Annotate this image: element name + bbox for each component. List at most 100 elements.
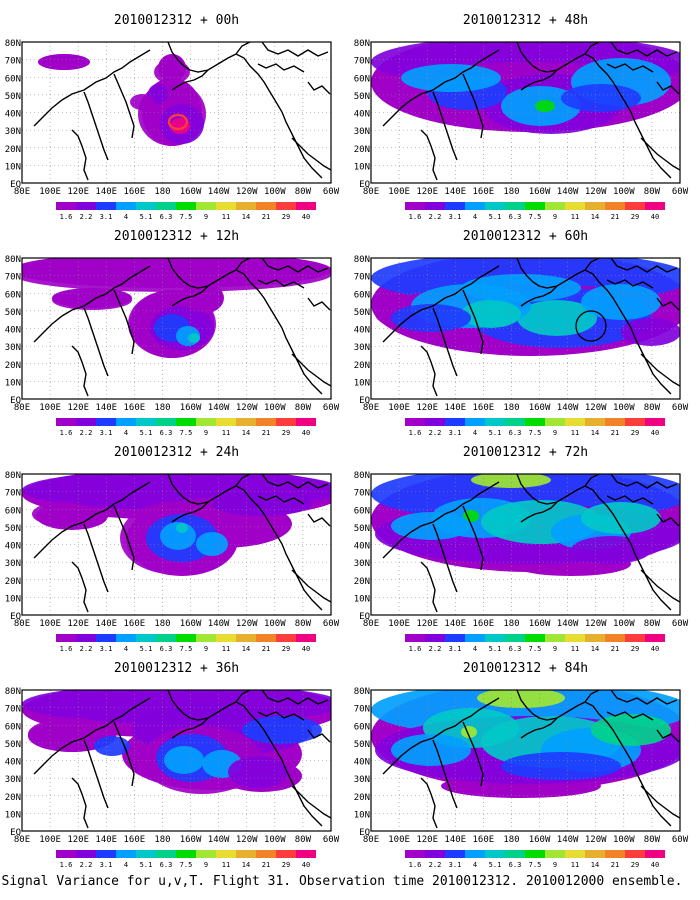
variance-contour: [391, 304, 471, 332]
lat-label: EQ: [359, 180, 370, 190]
lat-label: 60N: [354, 506, 370, 516]
lat-label: 80N: [354, 255, 370, 265]
colorbar-label: 9: [553, 861, 557, 869]
colorbar-label: 2.2: [429, 861, 442, 869]
colorbar-swatch: [296, 418, 316, 426]
colorbar-swatch: [605, 850, 625, 858]
lon-label: 180: [503, 835, 519, 845]
colorbar-swatch: [625, 202, 645, 210]
lat-label: EQ: [359, 612, 370, 622]
lon-label: 180: [154, 403, 170, 413]
colorbar-label: 5.1: [140, 429, 153, 437]
colorbar-swatch: [465, 634, 485, 642]
lat-label: 20N: [354, 577, 370, 587]
colorbar-label: 21: [611, 645, 619, 653]
colorbar-swatch: [425, 634, 445, 642]
colorbar-swatch: [625, 850, 645, 858]
variance-contour: [228, 756, 288, 788]
lon-label: 120W: [585, 403, 607, 413]
map-panel-p00: 2010012312 + 00h 80N 70N 60N 50N 40N 30N 20N 10N…: [5, 13, 340, 221]
colorbar-swatch: [176, 418, 196, 426]
lat-label: 30N: [354, 127, 370, 137]
colorbar-swatch: [296, 202, 316, 210]
colorbar-label: 2.2: [80, 645, 93, 653]
colorbar-label: 6.3: [160, 213, 173, 221]
lon-label: 120E: [67, 835, 89, 845]
lat-label: 30N: [354, 559, 370, 569]
colorbar-label: 14: [242, 429, 250, 437]
colorbar-label: 9: [204, 429, 208, 437]
map-area: [371, 42, 680, 183]
lon-label: 160W: [180, 403, 202, 413]
lat-label: 40N: [5, 326, 21, 336]
colorbar-label: 1.6: [60, 861, 73, 869]
lon-label: 60W: [323, 835, 340, 845]
lon-label: 80W: [644, 403, 661, 413]
colorbar-label: 40: [651, 645, 659, 653]
colorbar-swatch: [196, 202, 216, 210]
colorbar-swatch: [216, 202, 236, 210]
colorbar-swatch: [525, 850, 545, 858]
lat-label: 50N: [5, 92, 21, 102]
coastlines: [382, 42, 680, 181]
colorbar-swatch: [216, 634, 236, 642]
lon-label: 120W: [236, 403, 258, 413]
lat-label: 50N: [354, 92, 370, 102]
map-area: [22, 690, 331, 831]
colorbar-label: 7.5: [529, 645, 542, 653]
lat-label: 70N: [5, 273, 21, 283]
lon-label: 100W: [264, 403, 286, 413]
colorbar-label: 29: [631, 645, 639, 653]
lon-label: 140E: [95, 187, 117, 197]
lat-label: 40N: [5, 758, 21, 768]
variance-contour: [501, 752, 621, 780]
lon-label: 80E: [363, 403, 379, 413]
colorbar-label: 3.1: [449, 861, 462, 869]
lon-label: 120W: [585, 835, 607, 845]
lat-label: 20N: [5, 361, 21, 371]
colorbar-swatch: [76, 850, 96, 858]
colorbar-swatch: [156, 202, 176, 210]
lon-label: 140E: [444, 835, 466, 845]
lat-label: 20N: [5, 577, 21, 587]
colorbar-label: 11: [222, 429, 230, 437]
colorbar-label: 4: [124, 213, 128, 221]
colorbar-swatch: [525, 202, 545, 210]
colorbar-label: 6.3: [509, 429, 522, 437]
lat-label: 20N: [354, 361, 370, 371]
colorbar-swatch: [545, 418, 565, 426]
colorbar: 1.6 2.2 3.1 4 5.1 6.3 7.5 9 11 14 21 29 40: [56, 634, 316, 653]
map-area: [371, 258, 680, 399]
lat-label: 30N: [5, 775, 21, 785]
colorbar-label: 4: [124, 429, 128, 437]
colorbar-label: 4: [473, 213, 477, 221]
lat-label: 10N: [354, 378, 370, 388]
lon-label: 80E: [363, 187, 379, 197]
colorbar-swatch: [425, 850, 445, 858]
colorbar-label: 21: [262, 213, 270, 221]
lat-label: 10N: [354, 162, 370, 172]
colorbar-label: 7.5: [529, 429, 542, 437]
lon-label: 140W: [557, 403, 579, 413]
variance-contour: [391, 512, 471, 540]
panel-title: 2010012312 + 12h: [114, 229, 239, 244]
lon-label: 60W: [672, 619, 689, 629]
colorbar-swatch: [256, 634, 276, 642]
variance-contour: [164, 746, 204, 774]
colorbar-label: 11: [571, 213, 579, 221]
colorbar-label: 3.1: [100, 645, 113, 653]
lat-label: EQ: [359, 828, 370, 838]
lon-label: 100W: [613, 187, 635, 197]
colorbar: 1.6 2.2 3.1 4 5.1 6.3 7.5 9 11 14 21 29 40: [56, 418, 316, 437]
lon-label: 140W: [208, 403, 230, 413]
colorbar-label: 3.1: [100, 861, 113, 869]
lat-label: 10N: [354, 810, 370, 820]
colorbar-label: 9: [553, 645, 557, 653]
colorbar-swatch: [116, 202, 136, 210]
colorbar-label: 29: [631, 861, 639, 869]
colorbar-swatch: [156, 418, 176, 426]
colorbar-label: 3.1: [449, 213, 462, 221]
panel-title: 2010012312 + 84h: [463, 661, 588, 676]
variance-contour: [561, 84, 641, 112]
colorbar: 1.6 2.2 3.1 4 5.1 6.3 7.5 9 11 14 21 29 40: [405, 418, 665, 437]
